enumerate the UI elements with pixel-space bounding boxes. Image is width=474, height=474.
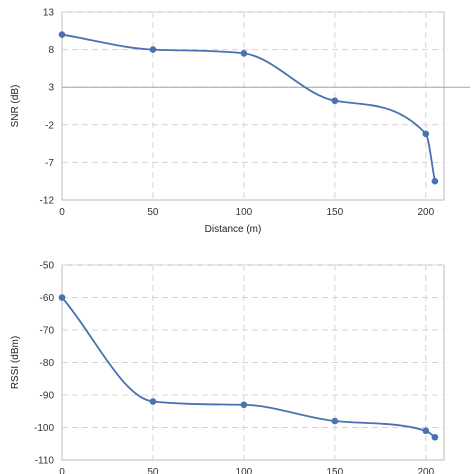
snr-y-tick-label: -12 (40, 196, 55, 207)
snr-y-tick-label: -2 (45, 120, 54, 131)
snr-data-point (431, 177, 439, 185)
rssi-y-tick-label: -90 (40, 391, 55, 402)
rssi-y-axis-label: RSSI (dBm) (10, 336, 21, 389)
rssi-y-tick-label: -70 (40, 326, 55, 337)
snr-data-point (331, 97, 339, 105)
snr-x-tick-label: 150 (327, 207, 344, 218)
snr-data-point (149, 46, 157, 53)
rssi-y-tick-label: -60 (40, 293, 55, 304)
snr-data-point (422, 130, 430, 138)
rssi-data-point (240, 401, 248, 409)
snr-x-axis-label: Distance (m) (205, 224, 262, 235)
rssi-series-line (61, 296, 436, 438)
snr-data-point (240, 50, 248, 57)
snr-y-tick-label: 8 (48, 45, 54, 56)
snr-y-tick-label: -7 (45, 158, 54, 169)
rssi-y-tick-label: -80 (40, 358, 55, 369)
rssi-data-point (431, 433, 439, 441)
rssi-x-tick-label: 100 (236, 467, 253, 474)
snr-data-point (58, 31, 66, 38)
rssi-data-point (149, 398, 157, 405)
rssi-x-tick-label: 0 (59, 467, 65, 474)
snr-plot-area (61, 11, 445, 201)
rssi-y-tick-label: -110 (35, 456, 55, 467)
rssi-y-tick-label: -100 (34, 423, 54, 434)
rssi-data-point (422, 427, 430, 435)
snr-y-tick-label: 3 (48, 83, 54, 94)
rssi-x-tick-label: 150 (327, 467, 344, 474)
snr-series-line (61, 33, 436, 182)
rssi-y-tick-label: -50 (40, 261, 55, 272)
snr-x-tick-label: 200 (417, 207, 434, 218)
snr-y-tick-label: 13 (43, 8, 55, 19)
snr-chart: 13 8 3 -2 -7 -12 0 50 100 150 200 Distance (m) SNR (… (10, 8, 470, 235)
snr-x-tick-label: 50 (147, 207, 159, 218)
rssi-x-tick-label: 200 (417, 467, 434, 474)
rssi-data-point (331, 417, 339, 425)
snr-x-tick-label: 100 (236, 207, 253, 218)
rssi-chart: -50 -60 -70 -80 -90 -100 -110 0 50 100 150 200 RSSI … (10, 261, 445, 474)
snr-y-axis-label: SNR (dB) (10, 85, 21, 128)
rssi-x-tick-label: 50 (147, 467, 159, 474)
snr-x-tick-label: 0 (59, 207, 65, 218)
rssi-data-point (58, 294, 66, 301)
